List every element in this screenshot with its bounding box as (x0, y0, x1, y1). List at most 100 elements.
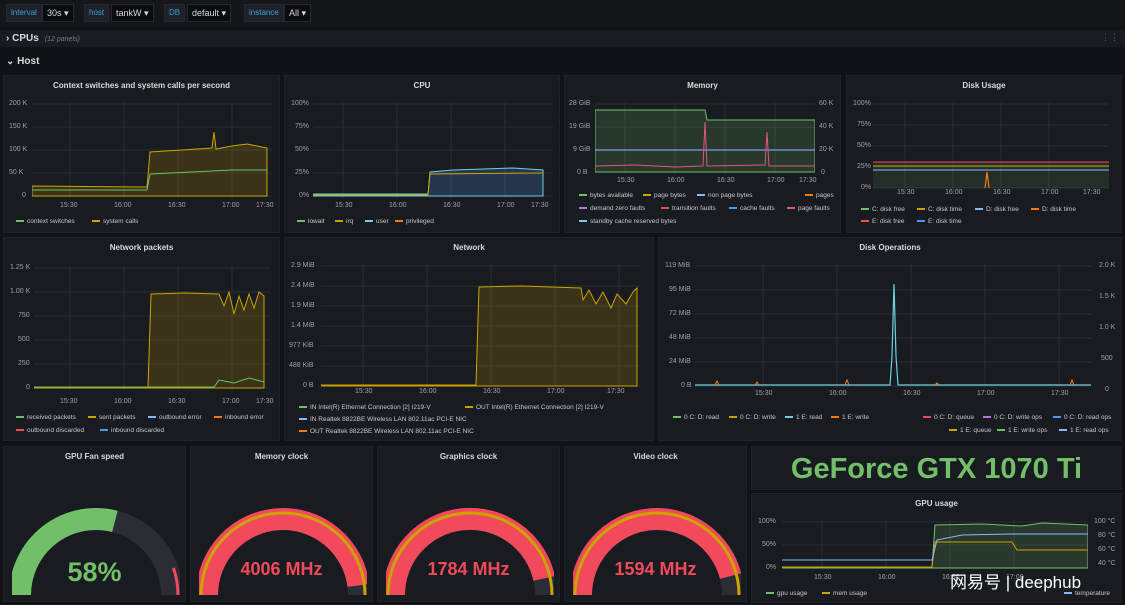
legend-item[interactable]: E: disk time (917, 218, 962, 225)
legend-item[interactable]: user (365, 218, 389, 225)
chevron-down-icon: ⌄ (6, 56, 15, 67)
legend-item[interactable]: standby cache reserved bytes (579, 218, 676, 225)
legend-item[interactable]: OUT Intel(R) Ethernet Connection [2] I21… (465, 404, 604, 411)
y-tick: 0 B (681, 382, 692, 389)
panel-gpu-usage[interactable]: GPU usage 100% 50% 0% 100 °C 80 °C 60 °C… (751, 493, 1122, 603)
legend-item[interactable]: 0 C: D: write (729, 414, 776, 421)
legend-item[interactable]: temperature (1064, 590, 1110, 597)
y-tick-right: 100 °C (1094, 518, 1116, 525)
legend-item[interactable]: transition faults (661, 205, 716, 212)
series-context-switches (32, 169, 267, 191)
legend-item[interactable]: 0 C: D: queue (923, 414, 974, 421)
legend-item[interactable]: page faults (787, 205, 830, 212)
host-select[interactable]: tankW ▾ (111, 4, 154, 22)
gauge-threshold (573, 511, 741, 596)
variables-bar: interval 30s ▾ host tankW ▾ DB default ▾… (0, 0, 1125, 26)
panel-graphics-clock[interactable]: Graphics clock 1784 MHz (377, 446, 560, 602)
legend-item[interactable]: inbound error (214, 414, 264, 421)
legend-item[interactable]: 1 E: write (831, 414, 869, 421)
panel-title: Memory (687, 81, 718, 90)
legend-item[interactable]: IN Intel(R) Ethernet Connection [2] I219… (299, 404, 431, 411)
panel-network-packets[interactable]: Network packets 1.25 K 1.00 K 750 500 25… (3, 237, 280, 441)
legend-item[interactable]: 1 E: queue (949, 427, 991, 434)
y-tick: 48 MiB (669, 334, 691, 341)
legend-item[interactable]: outbound error (148, 414, 202, 421)
legend-item[interactable]: 1 E: read ops (1059, 427, 1109, 434)
legend-item[interactable]: bytes available (579, 192, 633, 199)
legend-item[interactable]: lowait (297, 218, 325, 225)
y-tick: 100% (758, 518, 776, 525)
legend-item[interactable]: gpu usage (766, 590, 807, 597)
x-tick: 16:00 (667, 177, 685, 184)
var-label-host: host (84, 4, 110, 22)
legend-item[interactable]: demand zero faults (579, 205, 645, 212)
interval-select[interactable]: 30s ▾ (42, 4, 74, 22)
x-tick: 15:30 (814, 574, 832, 581)
row-cpus[interactable]: › CPUs (12 panels) ⋮⋮ (0, 30, 1125, 47)
legend-item[interactable]: E: disk free (861, 218, 905, 225)
legend-item[interactable]: C: disk time (917, 206, 962, 213)
legend-item[interactable]: OUT Realtek 8822BE Wireless LAN 802.11ac… (299, 428, 474, 435)
panel-network[interactable]: Network 2.9 MiB 2.4 MiB 1.9 MiB 1.4 MiB … (284, 237, 654, 441)
legend-item[interactable]: outbound discarded (16, 427, 84, 434)
legend-item[interactable]: context switches (16, 218, 75, 225)
x-tick: 16:30 (903, 390, 921, 397)
y-tick: 0% (766, 564, 777, 571)
drag-handle-icon[interactable]: ⋮⋮ (1101, 32, 1119, 42)
panel-disk-usage[interactable]: Disk Usage 100% 75% 50% 25% 0% 15:30 16:… (846, 75, 1122, 233)
row-title-cpus: CPUs (12, 33, 39, 44)
legend-item[interactable]: D: disk time (1031, 206, 1076, 213)
legend-item[interactable]: inbound discarded (100, 427, 164, 434)
legend-item[interactable]: mem usage (822, 590, 867, 597)
legend-item[interactable]: page bytes (643, 192, 686, 199)
y-tick: 50 K (9, 169, 24, 176)
db-select[interactable]: default ▾ (187, 4, 232, 22)
x-tick: 15:30 (335, 202, 353, 209)
y-tick: 250 (18, 360, 30, 367)
instance-select[interactable]: All ▾ (284, 4, 312, 22)
panel-memory[interactable]: Memory 28 GiB 19 GiB 9 GiB 0 B 60 K 40 K… (564, 75, 841, 233)
series-disk-ops-noise (714, 378, 1075, 386)
y-tick-right: 20 K (819, 146, 834, 153)
y-tick-right: 80 °C (1098, 532, 1116, 539)
legend-item[interactable]: privileged (395, 218, 434, 225)
x-tick: 16:00 (389, 202, 407, 209)
y-tick-right: 40 °C (1098, 560, 1116, 567)
legend-item[interactable]: non page bytes (697, 192, 752, 199)
legend-item[interactable]: sent packets (88, 414, 136, 421)
y-tick: 50% (295, 146, 310, 153)
panel-title: Memory clock (254, 452, 309, 461)
legend-item[interactable]: pages (805, 192, 834, 199)
panel-context-switches[interactable]: Context switches and system calls per se… (3, 75, 280, 233)
y-tick: 75% (295, 123, 310, 130)
legend-item[interactable]: cache faults (729, 205, 775, 212)
y-tick: 0% (299, 192, 310, 199)
series-e-read-spike (695, 283, 1091, 386)
chart-plot (313, 102, 553, 198)
x-tick: 15:30 (60, 398, 78, 405)
legend-item[interactable]: IN Realtek 8822BE Wireless LAN 802.11ac … (299, 416, 467, 423)
legend-item[interactable]: 0 C: D: read ops (1053, 414, 1111, 421)
series-privileged (313, 172, 544, 196)
legend-item[interactable]: C: disk free (861, 206, 905, 213)
panel-gpu-fan-speed[interactable]: GPU Fan speed 58% (3, 446, 186, 602)
legend-item[interactable]: irq (335, 218, 353, 225)
panel-disk-operations[interactable]: Disk Operations 119 MiB 95 MiB 72 MiB 48… (658, 237, 1122, 441)
x-tick: 16:00 (114, 398, 132, 405)
legend-item[interactable]: 0 C: D: write ops (983, 414, 1042, 421)
panel-memory-clock[interactable]: Memory clock 4006 MHz (190, 446, 373, 602)
panel-video-clock[interactable]: Video clock 1594 MHz (564, 446, 747, 602)
row-host[interactable]: ⌄ Host (0, 53, 300, 69)
row-title-host: Host (17, 56, 40, 67)
panel-gpu-name[interactable]: GeForce GTX 1070 Ti (751, 446, 1122, 490)
gauge-fan (12, 508, 180, 596)
legend-item[interactable]: 1 E: read (785, 414, 822, 421)
legend-item[interactable]: received packets (16, 414, 76, 421)
panel-cpu[interactable]: CPU 100% 75% 50% 25% 0% 15:30 16:00 16:3… (284, 75, 560, 233)
legend-item[interactable]: 0 C: D: read (673, 414, 719, 421)
legend-item[interactable]: 1 E: write ops (997, 427, 1047, 434)
y-tick: 0 B (577, 169, 588, 176)
legend-item[interactable]: system calls (92, 218, 138, 225)
x-tick: 16:30 (993, 189, 1011, 196)
legend-item[interactable]: D: disk free (975, 206, 1019, 213)
